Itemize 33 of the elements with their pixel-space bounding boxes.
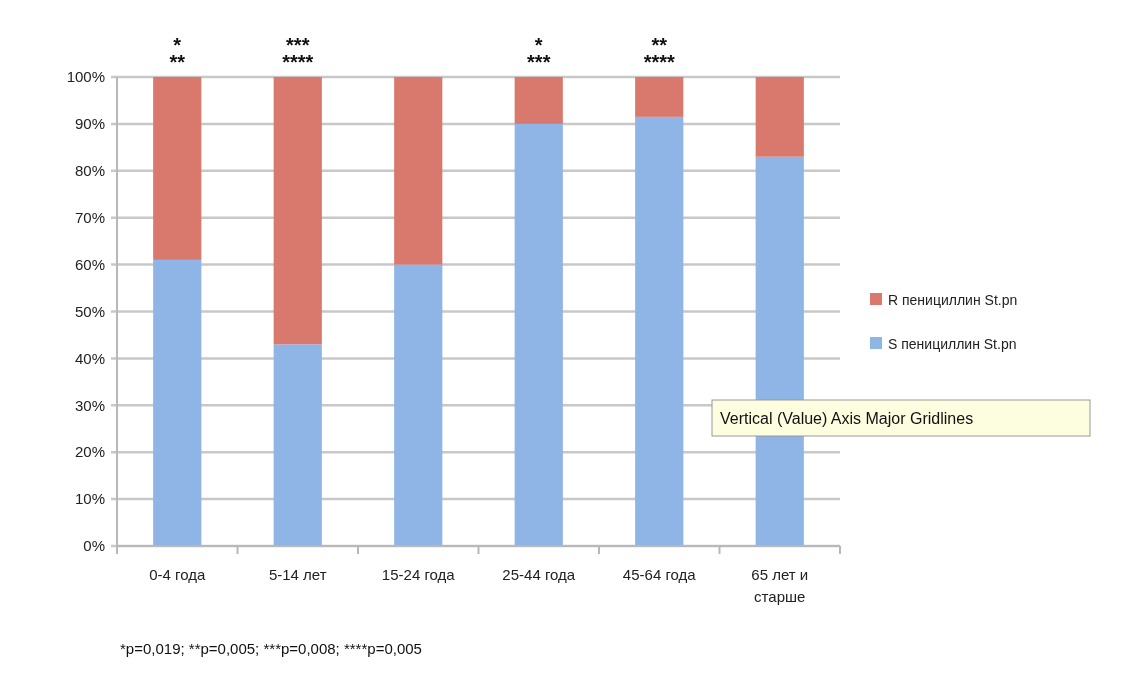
legend-label: R пенициллин St.pn — [888, 291, 1018, 308]
y-tick-label: 70% — [74, 208, 105, 226]
bar — [755, 77, 804, 157]
x-tick-label: 45-64 года — [622, 566, 697, 583]
legend-label: S пенициллин St.pn — [888, 335, 1017, 352]
y-tick-label: 30% — [74, 396, 105, 414]
tooltip-box: Vertical (Value) Axis Major Gridlines — [711, 399, 1091, 437]
x-tick-label: 25-44 года — [502, 566, 576, 583]
bar — [635, 77, 684, 117]
bar — [273, 77, 322, 345]
annotation: Vertical (Value) Axis Major Gridlines — [720, 409, 974, 427]
bar — [153, 259, 202, 546]
y-tick-label: 0% — [83, 537, 105, 555]
y-tick-label: 90% — [74, 115, 105, 133]
x-tick-label: 15-24 года — [381, 566, 456, 583]
x-tick-label: 0-4 года — [149, 566, 206, 583]
y-tick-label: 50% — [74, 302, 105, 320]
bar — [273, 344, 322, 546]
bar — [394, 264, 443, 546]
x-tick-label: 65 лет и старше — [751, 566, 809, 605]
y-tick-label: 10% — [74, 490, 105, 508]
bar — [514, 123, 563, 546]
bar — [394, 77, 443, 265]
y-tick-label: 100% — [66, 68, 105, 86]
bar — [514, 77, 563, 124]
y-tick-label: 20% — [74, 443, 105, 461]
text: *p=0,019; **p=0,005; ***p=0,008; ****p=0,005 — [120, 640, 422, 657]
y-tick-label: 60% — [74, 255, 105, 273]
bar — [635, 116, 684, 546]
x-tick-label: 5-14 лет — [268, 566, 327, 583]
y-tick-label: 40% — [74, 349, 105, 367]
bar — [153, 77, 202, 260]
y-tick-label: 80% — [74, 162, 105, 180]
